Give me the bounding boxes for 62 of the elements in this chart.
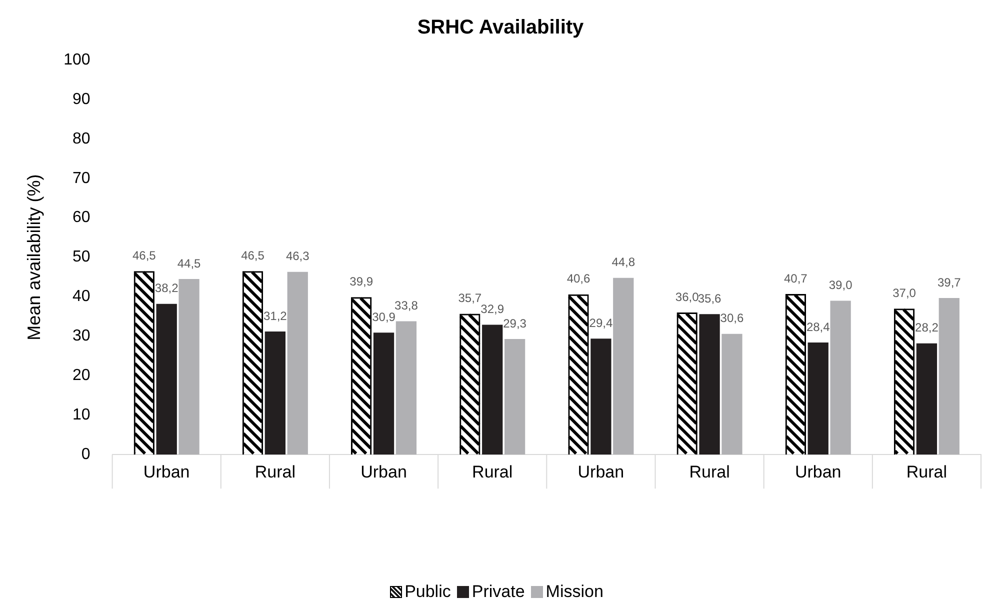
data-label: 30,9	[372, 310, 396, 324]
x-tick-label: Rural	[254, 462, 296, 482]
y-tick-label: 10	[72, 406, 90, 424]
bar	[722, 334, 742, 455]
legend-label: Mission	[546, 582, 604, 601]
data-label: 28,2	[915, 320, 939, 335]
y-tick-label: 50	[72, 248, 90, 266]
x-tick-label: Rural	[689, 462, 730, 482]
x-tick-label: Urban	[143, 462, 190, 482]
data-label: 40,6	[566, 272, 590, 286]
y-tick-label: 100	[64, 51, 90, 68]
bar	[808, 342, 828, 455]
bar	[482, 324, 503, 455]
y-tick-label: 40	[72, 288, 90, 306]
bar	[830, 300, 851, 455]
data-label: 35,6	[698, 291, 722, 306]
data-label: 33,8	[394, 298, 418, 313]
legend-label: Public	[404, 582, 451, 601]
bar	[287, 272, 308, 455]
bar	[504, 338, 526, 455]
x-tick-label: Rural	[472, 462, 513, 482]
bar	[613, 278, 634, 455]
data-label: 46,5	[241, 248, 265, 262]
data-label: 46,5	[132, 248, 156, 262]
chart-title: SRHC Availability	[417, 16, 585, 39]
bar	[178, 279, 200, 455]
y-tick-label: 0	[81, 446, 90, 464]
data-label: 29,4	[589, 316, 613, 330]
bar	[396, 321, 417, 455]
data-label: 38,2	[154, 281, 179, 296]
x-tick-label: Urban	[360, 462, 407, 482]
y-tick-label: 30	[72, 328, 90, 345]
data-label: 46,3	[286, 249, 310, 264]
legend-label: Private	[472, 582, 525, 601]
y-tick-label: 80	[72, 130, 90, 148]
data-label: 36,0	[675, 290, 700, 304]
data-label: 29,3	[503, 316, 527, 330]
data-label: 37,0	[892, 286, 916, 300]
data-label: 39,9	[350, 274, 374, 288]
data-label: 28,4	[806, 320, 830, 334]
y-tick-label: 90	[72, 90, 90, 108]
y-tick-label: 70	[72, 170, 90, 187]
bar	[938, 298, 960, 455]
data-label: 35,7	[458, 291, 482, 306]
x-tick-label: Urban	[794, 462, 842, 482]
y-axis-title: Mean availability (%)	[24, 174, 44, 340]
y-tick-label: 60	[72, 209, 90, 226]
data-label: 31,2	[264, 308, 288, 323]
data-label: 40,7	[784, 271, 808, 286]
x-tick-label: Urban	[578, 462, 624, 482]
bar	[156, 304, 177, 455]
data-label: 30,6	[720, 311, 744, 326]
bar	[264, 331, 286, 455]
bar	[590, 338, 612, 455]
data-label: 32,9	[480, 302, 504, 316]
data-label: 44,8	[612, 255, 636, 270]
x-tick-label: Rural	[906, 462, 948, 482]
y-tick-label: 20	[72, 367, 90, 384]
data-label: 44,5	[177, 256, 202, 270]
data-label: 39,7	[937, 275, 962, 290]
data-label: 39,0	[828, 278, 853, 292]
bar	[699, 314, 720, 455]
